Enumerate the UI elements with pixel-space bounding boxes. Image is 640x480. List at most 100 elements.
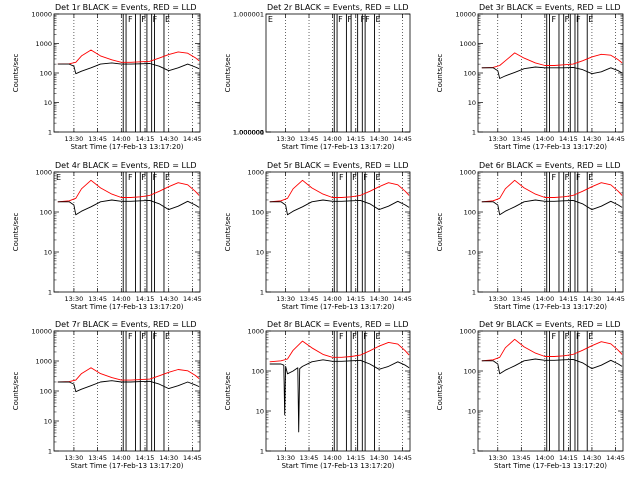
panel-title: Det 3r BLACK = Events, RED = LLD xyxy=(479,3,621,12)
panel-det-3r: Det 3r BLACK = Events, RED = LLD 13:30 13:… xyxy=(436,3,625,151)
x-tick-label: 14:00 xyxy=(535,454,554,462)
y-tick-label: 1.000001 xyxy=(233,11,264,19)
flag-label: E xyxy=(56,173,61,182)
plot-frame xyxy=(265,13,411,133)
y-tick-label: 1000 xyxy=(35,169,52,177)
panel-det-9r: Det 9r BLACK = Events, RED = LLD 13:30 13:… xyxy=(436,320,625,470)
y-tick-label: 100 xyxy=(464,70,476,78)
x-tick-label: 14:30 xyxy=(159,135,178,143)
events-series-line xyxy=(481,358,623,375)
y-tick-label: 10 xyxy=(44,418,52,426)
plot-frame xyxy=(53,171,201,293)
flag-label: E xyxy=(165,173,170,182)
x-tick-label: 13:30 xyxy=(276,135,295,143)
flag-label: FF xyxy=(361,15,371,24)
y-axis-label: Counts/sec xyxy=(224,54,232,93)
flag-label: F xyxy=(363,332,368,341)
panel-title: Det 6r BLACK = Events, RED = LLD xyxy=(479,161,621,170)
x-axis-label: Start Time (17-Feb-13 13:17:20) xyxy=(70,143,183,151)
y-tick-label: 10 xyxy=(256,408,264,416)
y-tick-label: 1000 xyxy=(35,358,52,366)
x-tick-label: 13:45 xyxy=(300,135,319,143)
x-tick-label: 14:30 xyxy=(583,135,602,143)
flag-label: E xyxy=(588,173,593,182)
lld-series-line xyxy=(481,179,623,203)
y-tick-label: 10 xyxy=(468,99,476,107)
x-tick-label: 14:15 xyxy=(136,135,155,143)
flag-label: E xyxy=(165,15,170,24)
panel-title: Det 2r BLACK = Events, RED = LLD xyxy=(267,3,409,12)
x-tick-label: 14:00 xyxy=(323,295,342,303)
flag-label: E xyxy=(588,15,593,24)
flag-label: F xyxy=(363,173,368,182)
x-tick-label: 14:15 xyxy=(346,295,365,303)
x-tick-label: 14:15 xyxy=(346,135,365,143)
y-axis-label: Counts/sec xyxy=(12,372,20,411)
panel-title: Det 1r BLACK = Events, RED = LLD xyxy=(55,3,197,12)
x-tick-label: 13:30 xyxy=(65,454,84,462)
y-tick-label: 1 xyxy=(48,129,52,137)
panel-title: Det 7r BLACK = Events, RED = LLD xyxy=(55,320,197,329)
x-tick-label: 14:45 xyxy=(393,135,412,143)
x-tick-label: 14:45 xyxy=(606,454,625,462)
panel-title: Det 5r BLACK = Events, RED = LLD xyxy=(267,161,409,170)
panel-det-6r: Det 6r BLACK = Events, RED = LLD 13:30 13:… xyxy=(436,161,625,311)
flag-label: F xyxy=(339,332,344,341)
y-tick-label: 100 xyxy=(40,388,52,396)
x-tick-label: 13:45 xyxy=(300,295,319,303)
flag-label: E xyxy=(375,332,380,341)
x-axis-label: Start Time (17-Feb-13 13:17:20) xyxy=(494,462,607,470)
x-tick-label: 14:15 xyxy=(559,295,578,303)
x-tick-label: 14:45 xyxy=(393,295,412,303)
x-tick-label: 14:00 xyxy=(535,135,554,143)
flag-label: F xyxy=(576,15,581,24)
events-series-line xyxy=(57,62,200,75)
flag-label: F xyxy=(141,15,146,24)
x-tick-label: 14:30 xyxy=(370,454,389,462)
y-axis-label: Counts/sec xyxy=(12,54,20,93)
x-tick-label: 13:45 xyxy=(512,295,531,303)
y-axis-label: Counts/sec xyxy=(224,213,232,252)
lld-series-line xyxy=(269,179,410,203)
plot-frame xyxy=(477,13,624,133)
x-tick-label: 14:15 xyxy=(136,454,155,462)
lld-series-line xyxy=(57,179,200,203)
x-tick-label: 13:30 xyxy=(65,135,84,143)
panel-det-5r: Det 5r BLACK = Events, RED = LLD 13:30 13:… xyxy=(224,161,412,311)
plot-frame xyxy=(265,171,411,293)
events-series-line xyxy=(481,199,623,216)
flag-label: F xyxy=(141,173,146,182)
y-tick-label: 1 xyxy=(260,129,264,137)
x-tick-label: 14:30 xyxy=(159,295,178,303)
flag-label: F xyxy=(552,332,557,341)
flag-label: F xyxy=(352,173,357,182)
y-tick-label: 100 xyxy=(464,368,476,376)
events-series-line xyxy=(481,66,623,79)
flag-label: F xyxy=(128,15,133,24)
events-series-line xyxy=(57,199,200,216)
y-axis-label: Counts/sec xyxy=(436,54,444,93)
flag-label: F xyxy=(552,15,557,24)
flag-label: F xyxy=(565,332,570,341)
lld-series-line xyxy=(481,338,623,362)
flag-label: E xyxy=(375,15,380,24)
x-tick-label: 13:30 xyxy=(276,454,295,462)
y-tick-label: 10 xyxy=(44,249,52,257)
flag-label: E xyxy=(375,173,380,182)
y-tick-label: 10000 xyxy=(455,11,476,19)
flag-label: F xyxy=(141,332,146,341)
x-tick-label: 14:15 xyxy=(559,135,578,143)
y-tick-label: 100 xyxy=(40,70,52,78)
y-tick-label: 1 xyxy=(260,289,264,297)
y-axis-label: Counts/sec xyxy=(436,372,444,411)
flag-label: F xyxy=(565,173,570,182)
x-tick-label: 13:45 xyxy=(300,454,319,462)
y-tick-label: 1 xyxy=(472,289,476,297)
y-tick-label: 10000 xyxy=(31,328,52,336)
x-tick-label: 14:45 xyxy=(606,135,625,143)
y-tick-label: 100 xyxy=(464,209,476,217)
y-axis-label: Counts/sec xyxy=(12,213,20,252)
flag-label: F xyxy=(153,332,158,341)
lld-series-line xyxy=(57,49,200,65)
plot-frame xyxy=(477,171,624,293)
